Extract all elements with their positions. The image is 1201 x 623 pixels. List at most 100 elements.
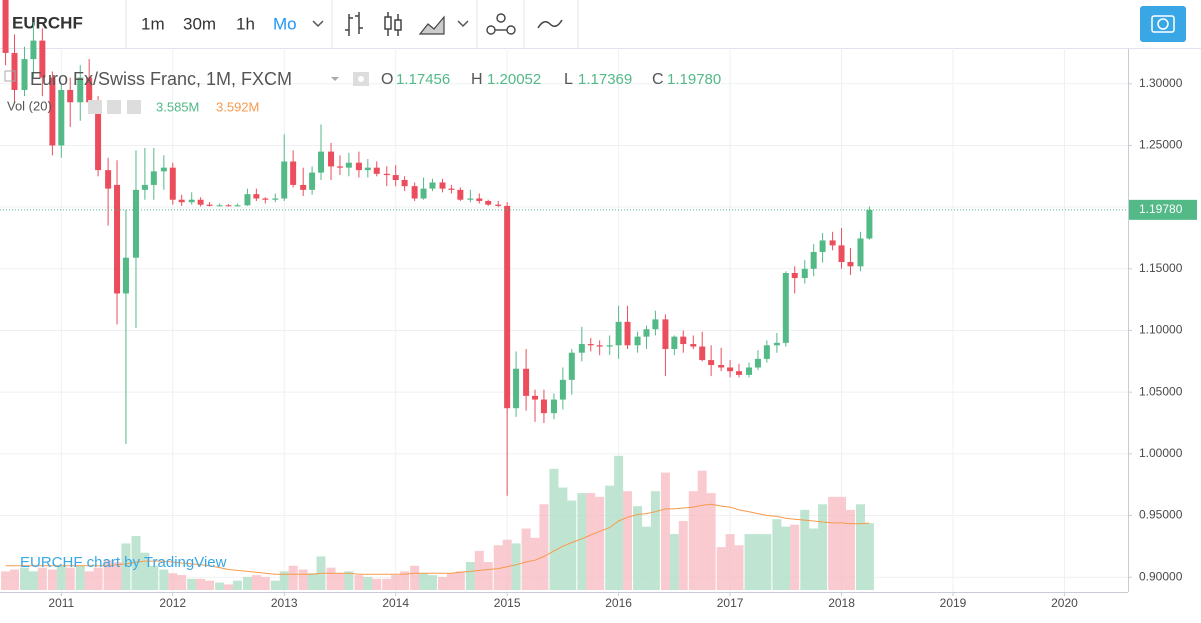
- candle-body: [206, 204, 213, 206]
- interval[interactable]: 1h: [236, 14, 255, 33]
- volume-bar: [734, 545, 744, 590]
- volume-bar: [744, 534, 754, 590]
- volume-bar: [697, 470, 707, 590]
- area-style-icon[interactable]: [418, 15, 445, 35]
- candle-body: [773, 342, 780, 346]
- volume-bar: [688, 491, 698, 590]
- x-tick-label: 2020: [1051, 596, 1078, 610]
- volume-bar: [47, 569, 57, 590]
- volume-bar: [772, 519, 782, 590]
- volume-ma-value: 3.592M: [216, 99, 259, 114]
- candle-body: [429, 182, 436, 189]
- volume-bar: [326, 567, 336, 590]
- interval-active[interactable]: Mo: [273, 14, 297, 33]
- style-dropdown[interactable]: [457, 20, 469, 28]
- candle-body: [596, 345, 603, 347]
- volume-bar: [372, 578, 382, 590]
- volume-bar: [716, 547, 726, 590]
- y-tick-label: 0.90000: [1139, 569, 1183, 583]
- candle-body: [345, 162, 352, 168]
- volume-bar: [103, 560, 113, 590]
- ohlc-value: 1.17369: [578, 71, 632, 88]
- candles: [0, 0, 1128, 496]
- ohlc-label: L: [564, 71, 573, 88]
- candle-body: [420, 188, 427, 199]
- candle-body: [105, 170, 112, 189]
- candle-body: [485, 200, 492, 205]
- volume-bar: [168, 573, 178, 590]
- volume-bar: [800, 509, 810, 590]
- volume-bar: [781, 526, 791, 590]
- candle-body: [634, 336, 641, 346]
- candle-body: [513, 368, 520, 409]
- volume-bar: [567, 500, 577, 590]
- volume-bar: [354, 575, 364, 590]
- watermark[interactable]: EURCHF chart by TradingView: [20, 554, 227, 571]
- candle-body: [791, 273, 798, 279]
- candle-body: [132, 189, 139, 258]
- volume-bar: [595, 496, 605, 590]
- volume-bar: [558, 487, 568, 590]
- volume-bar: [641, 526, 651, 590]
- candle-body: [624, 321, 631, 346]
- candle-body: [150, 171, 157, 185]
- symbol[interactable]: EURCHF: [12, 13, 83, 32]
- x-tick-label: 2013: [271, 596, 298, 610]
- candle-body: [86, 77, 93, 103]
- interval[interactable]: 30m: [183, 14, 216, 33]
- x-tick-label: 2011: [48, 596, 74, 610]
- candle-body: [2, 0, 9, 53]
- collapse-icon[interactable]: [4, 70, 16, 82]
- compare-icon[interactable]: [486, 13, 516, 35]
- candle-body: [355, 162, 362, 171]
- candle-body: [281, 161, 288, 199]
- eye-icon[interactable]: [353, 72, 369, 86]
- last-price-box: [1129, 199, 1197, 220]
- volume-bar: [242, 576, 252, 590]
- candle-body: [234, 205, 241, 207]
- volume-controls[interactable]: [88, 100, 141, 114]
- candle-body: [197, 199, 204, 205]
- candle-body: [122, 257, 129, 294]
- indicators-icon[interactable]: [537, 19, 563, 29]
- volume-bar: [187, 578, 197, 590]
- candle-body: [392, 175, 399, 180]
- snapshot-button[interactable]: [1140, 6, 1186, 42]
- candle-style-icon[interactable]: [384, 12, 402, 36]
- volume-bar: [762, 534, 772, 590]
- volume-bar: [753, 534, 763, 590]
- volume-bar: [438, 576, 448, 590]
- y-tick-label: 1.15000: [1139, 261, 1183, 275]
- interval-dropdown[interactable]: [312, 20, 324, 28]
- candle-body: [801, 268, 808, 279]
- volume-bar: [586, 493, 596, 590]
- volume-bar: [725, 534, 735, 590]
- volume-bar: [446, 573, 456, 590]
- candle-body: [328, 151, 335, 167]
- candle-body: [643, 329, 650, 337]
- camera-icon: [1151, 15, 1175, 33]
- candle-body: [504, 205, 511, 409]
- volume-bar: [465, 562, 475, 590]
- candle-body: [49, 77, 56, 146]
- candle-body: [568, 352, 575, 380]
- volume-bar: [37, 567, 47, 590]
- volume-bar: [112, 562, 122, 590]
- x-tick-label: 2015: [494, 596, 521, 610]
- candle-body: [727, 367, 734, 372]
- candle-body: [67, 89, 74, 103]
- volume-bar: [84, 571, 94, 590]
- volume-bar: [307, 573, 317, 590]
- title-dropdown[interactable]: [331, 77, 339, 81]
- interval[interactable]: 1m: [141, 14, 165, 33]
- x-tick-label: 2012: [159, 596, 186, 610]
- bar-style-icon[interactable]: [345, 12, 363, 36]
- candle-body: [866, 209, 873, 239]
- volume-bar: [121, 543, 131, 590]
- volume-bar: [260, 576, 270, 590]
- volume-bar: [530, 537, 540, 590]
- candle-body: [448, 188, 455, 190]
- candle-body: [718, 365, 725, 368]
- axes: 0.90000 0.95000 1.00000 1.05000 1.10000 1.150…: [48, 76, 1197, 610]
- volume-bar: [131, 535, 141, 590]
